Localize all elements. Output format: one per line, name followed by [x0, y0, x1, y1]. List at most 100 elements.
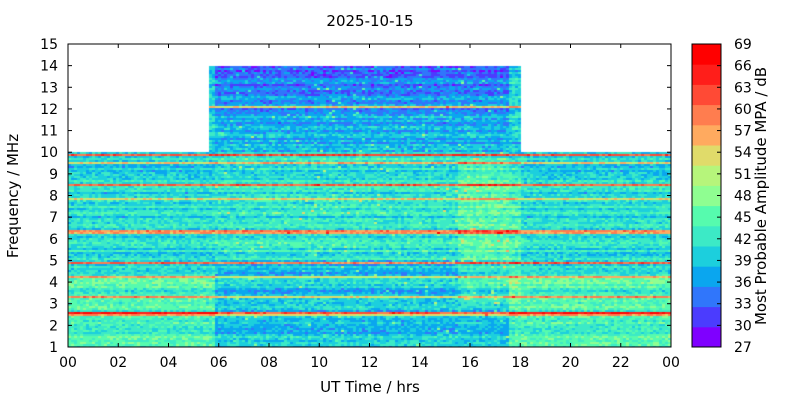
colorbar-segment	[692, 225, 721, 247]
y-tick-label: 4	[49, 275, 58, 291]
colorbar-tick-label: 36	[734, 275, 752, 291]
colorbar-segment	[692, 286, 721, 308]
y-tick: 1	[49, 340, 671, 356]
y-tick-label: 10	[40, 145, 58, 161]
colorbar-tick-label: 30	[734, 318, 752, 334]
colorbar-tick: 69	[717, 37, 752, 53]
y-tick-label: 5	[49, 253, 58, 269]
colorbar-tick-label: 51	[734, 167, 752, 183]
colorbar-tick-label: 39	[734, 253, 752, 269]
x-tick-label: 04	[160, 355, 178, 371]
y-tick: 5	[49, 253, 671, 269]
x-tick-label: 20	[562, 355, 580, 371]
y-tick-label: 14	[40, 59, 58, 75]
x-tick-label: 14	[411, 355, 429, 371]
x-tick-label: 12	[361, 355, 379, 371]
colorbar-segment	[692, 145, 721, 166]
x-axis-label: UT Time / hrs	[320, 378, 420, 396]
colorbar-segment	[692, 266, 721, 287]
colorbar-tick: 66	[717, 59, 752, 75]
y-tick-label: 2	[49, 318, 58, 334]
x-tick-label: 08	[260, 355, 278, 371]
y-tick: 11	[40, 124, 671, 140]
colorbar-tick: 57	[717, 124, 752, 140]
x-tick-label: 16	[461, 355, 479, 371]
colorbar-tick: 42	[717, 232, 752, 248]
y-tick: 7	[49, 210, 671, 226]
x-tick: 16	[461, 44, 479, 371]
y-tick: 3	[49, 297, 671, 313]
colorbar-segment	[692, 246, 721, 267]
y-tick-label: 1	[49, 340, 58, 356]
y-tick: 6	[49, 232, 671, 248]
colorbar-tick-label: 60	[734, 102, 752, 118]
y-axis-label: Frequency / MHz	[4, 134, 22, 258]
colorbar-tick: 39	[717, 253, 752, 269]
colorbar-tick: 30	[717, 318, 752, 334]
colorbar-tick: 51	[717, 167, 752, 183]
colorbar-tick: 33	[717, 297, 752, 313]
x-tick: 04	[160, 44, 178, 371]
colorbar-segment	[692, 306, 721, 328]
colorbar-tick: 63	[717, 80, 752, 96]
colorbar-tick-label: 45	[734, 210, 752, 226]
spectrogram-heatmap	[68, 44, 671, 347]
colorbar-tick: 48	[717, 189, 752, 205]
x-tick: 08	[260, 44, 278, 371]
x-tick: 20	[562, 44, 580, 371]
y-tick: 2	[49, 318, 671, 334]
colorbar-segment	[692, 326, 721, 348]
x-tick: 00	[662, 44, 680, 371]
colorbar-segment	[692, 205, 721, 227]
colorbar-tick: 54	[717, 145, 752, 161]
y-tick-label: 11	[40, 124, 58, 140]
colorbar-segment	[692, 185, 721, 207]
colorbar-segment	[692, 84, 721, 106]
x-tick: 00	[59, 44, 77, 371]
colorbar: 27 30 33 36 39 42 45 48 51 54 57 60 63 66 69	[691, 37, 752, 356]
x-tick-label: 00	[59, 355, 77, 371]
y-tick: 15	[40, 37, 671, 53]
colorbar-segment	[692, 165, 721, 186]
x-tick-label: 06	[210, 355, 228, 371]
x-tick-label: 18	[511, 355, 529, 371]
x-tick: 02	[109, 44, 127, 371]
colorbar-tick: 60	[717, 102, 752, 118]
y-tick: 8	[49, 189, 671, 205]
y-tick-label: 6	[49, 232, 58, 248]
y-tick: 14	[40, 59, 671, 75]
x-tick: 10	[310, 44, 328, 371]
colorbar-tick-label: 48	[734, 189, 752, 205]
y-tick-label: 13	[40, 80, 58, 96]
y-tick: 13	[40, 80, 671, 96]
x-tick: 12	[361, 44, 379, 371]
y-tick-label: 15	[40, 37, 58, 53]
colorbar-segment	[692, 44, 721, 65]
y-tick: 4	[49, 275, 671, 291]
chart-title: 2025-10-15	[326, 12, 413, 30]
colorbar-tick-label: 54	[734, 145, 752, 161]
y-tick-label: 7	[49, 210, 58, 226]
colorbar-tick: 36	[717, 275, 752, 291]
colorbar-tick-label: 57	[734, 124, 752, 140]
colorbar-segment	[692, 124, 721, 146]
colorbar-tick-label: 63	[734, 80, 752, 96]
colorbar-tick-label: 42	[734, 232, 752, 248]
y-tick: 9	[49, 167, 671, 183]
colorbar-segment	[692, 64, 721, 85]
colorbar-tick: 27	[717, 340, 752, 356]
x-tick: 22	[612, 44, 630, 371]
x-tick-label: 10	[310, 355, 328, 371]
x-tick: 14	[411, 44, 429, 371]
colorbar-tick-label: 69	[734, 37, 752, 53]
y-tick-label: 9	[49, 167, 58, 183]
colorbar-tick-label: 33	[734, 297, 752, 313]
colorbar-tick-label: 27	[734, 340, 752, 356]
y-tick: 12	[40, 102, 671, 118]
colorbar-tick-label: 66	[734, 59, 752, 75]
colorbar-segment	[692, 104, 721, 126]
y-tick-label: 12	[40, 102, 58, 118]
colorbar-label: Most Probable Amplitude MPA / dB	[752, 67, 770, 325]
x-tick: 06	[210, 44, 228, 371]
